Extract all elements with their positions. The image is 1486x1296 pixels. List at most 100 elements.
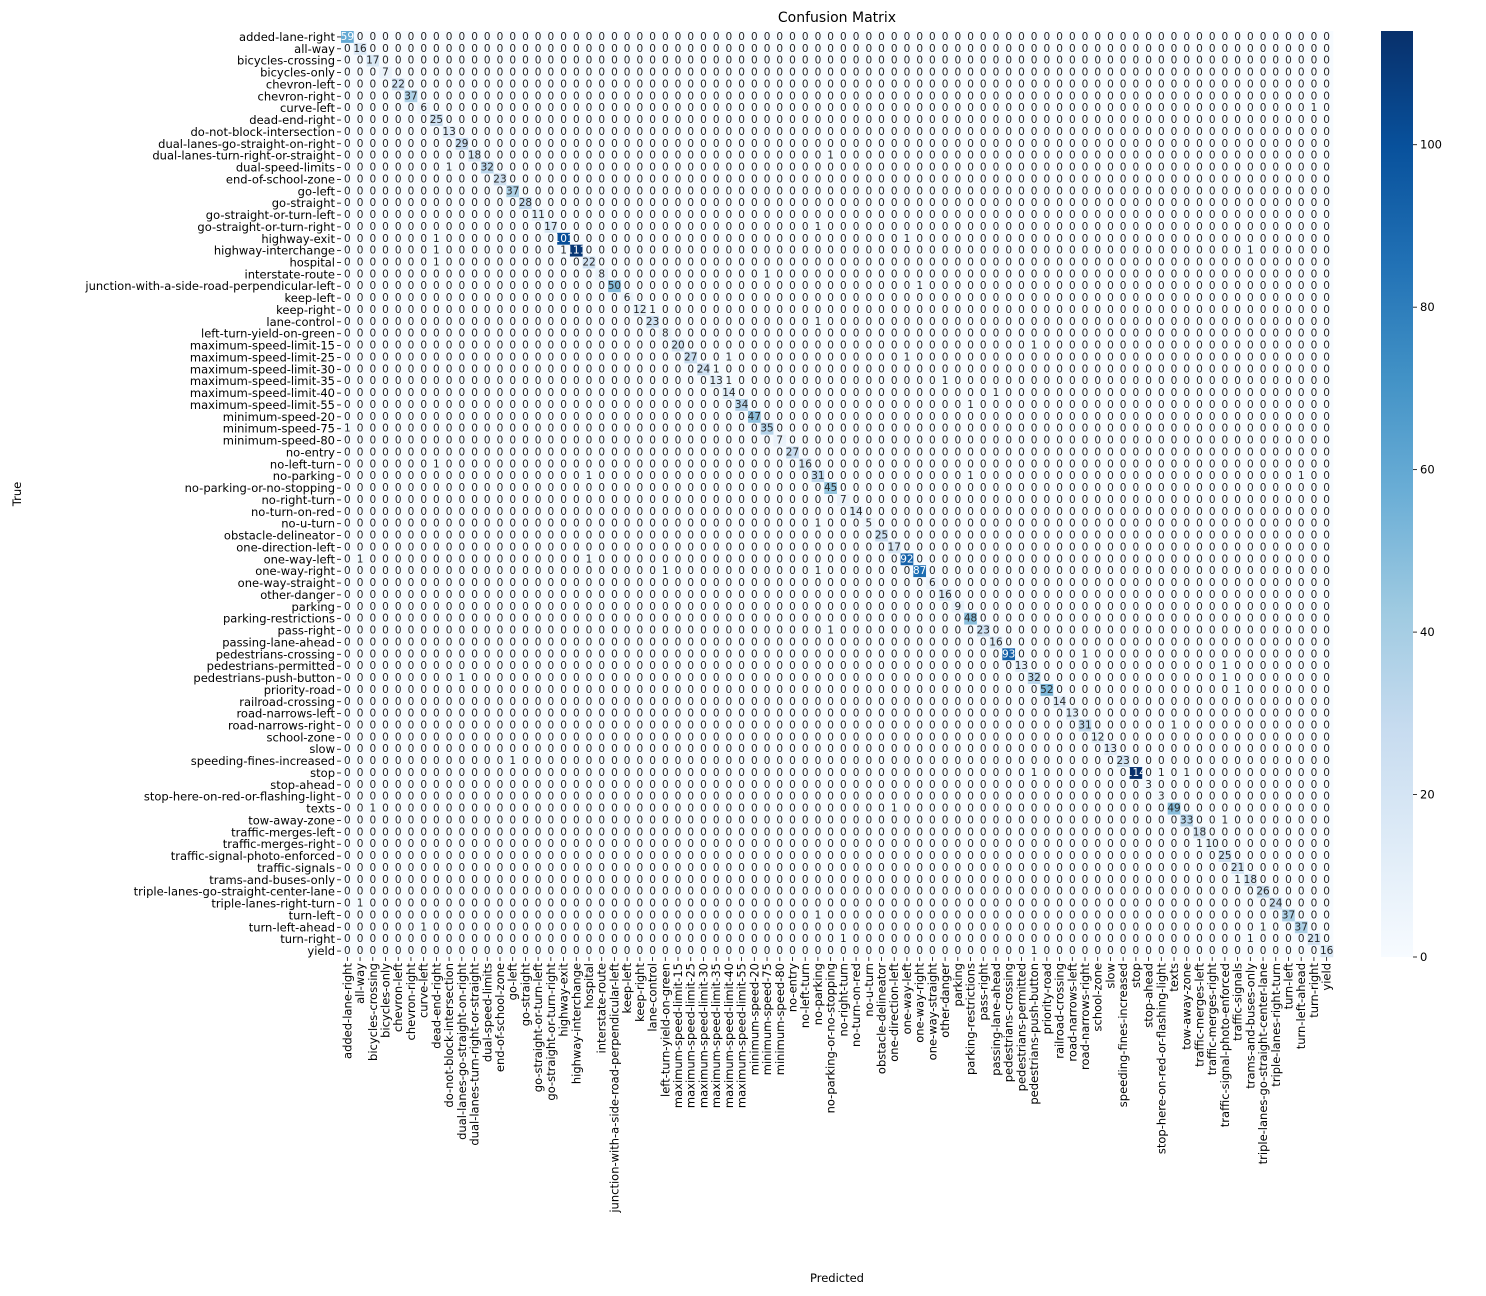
cell-label: 0 (662, 363, 669, 375)
cell-label: 0 (408, 31, 415, 43)
cell-label: 0 (611, 257, 618, 269)
cell-label: 0 (1272, 162, 1279, 174)
cell-label: 0 (929, 126, 936, 138)
cell-label: 0 (344, 363, 351, 375)
cell-label: 0 (471, 351, 478, 363)
cell-label: 0 (408, 78, 415, 90)
cell-label: 0 (1005, 185, 1012, 197)
cell-label: 0 (1044, 209, 1051, 221)
cell-label: 0 (611, 292, 618, 304)
cell-label: 0 (471, 31, 478, 43)
cell-label: 0 (484, 257, 491, 269)
cell-label: 0 (1209, 126, 1216, 138)
cell-label: 0 (726, 328, 733, 340)
cell-label: 0 (446, 138, 453, 150)
cell-label: 0 (1158, 375, 1165, 387)
cell-label: 0 (764, 114, 771, 126)
cell-label: 0 (954, 197, 961, 209)
cell-label: 0 (1323, 351, 1330, 363)
cell-label: 0 (573, 268, 580, 280)
cell-label: 0 (1120, 280, 1127, 292)
cell-label: 0 (1234, 280, 1241, 292)
cell-label: 0 (535, 304, 542, 316)
cell-label: 0 (700, 102, 707, 114)
cell-label: 0 (458, 197, 465, 209)
cell-label: 0 (433, 387, 440, 399)
cell-label: 0 (738, 162, 745, 174)
cell-label: 0 (535, 351, 542, 363)
cell-label: 0 (904, 126, 911, 138)
cell-label: 0 (916, 316, 923, 328)
cell-label: 0 (1298, 31, 1305, 43)
cell-label: 0 (408, 387, 415, 399)
cell-label: 0 (1056, 197, 1063, 209)
cell-label: 0 (522, 375, 529, 387)
cell-label: 0 (954, 316, 961, 328)
cell-label: 0 (929, 233, 936, 245)
cell-label: 0 (446, 43, 453, 55)
cell-label: 0 (776, 268, 783, 280)
cell-label: 0 (942, 340, 949, 352)
cell-label: 0 (1209, 375, 1216, 387)
cell-label: 0 (446, 55, 453, 67)
cell-label: 0 (1082, 209, 1089, 221)
cell-label: 0 (840, 268, 847, 280)
cell-label: 0 (395, 114, 402, 126)
cell-label: 0 (878, 55, 885, 67)
cell-label: 0 (1183, 197, 1190, 209)
cell-label: 0 (1196, 292, 1203, 304)
cell-label: 0 (980, 340, 987, 352)
cell-label: 0 (675, 185, 682, 197)
cell-label: 0 (878, 138, 885, 150)
cell-label: 0 (1082, 375, 1089, 387)
cell-label: 0 (1222, 316, 1229, 328)
cell-label: 0 (395, 221, 402, 233)
cell-label: 0 (942, 399, 949, 411)
cell-label: 0 (446, 328, 453, 340)
cell-label: 0 (548, 399, 555, 411)
cell-label: 0 (369, 304, 376, 316)
cell-label: 0 (1082, 387, 1089, 399)
cell-label: 0 (382, 150, 389, 162)
cell-label: 0 (357, 221, 364, 233)
cell-label: 0 (1260, 340, 1267, 352)
cell-label: 0 (853, 185, 860, 197)
cell-label: 0 (840, 363, 847, 375)
cell-label: 0 (802, 173, 809, 185)
cell-label: 0 (548, 340, 555, 352)
cell-label: 0 (904, 245, 911, 257)
cell-label: 0 (993, 197, 1000, 209)
cell-label: 0 (611, 162, 618, 174)
cell-label: 0 (548, 209, 555, 221)
cell-label: 0 (726, 67, 733, 79)
cell-label: 0 (1158, 351, 1165, 363)
cell-label: 0 (789, 245, 796, 257)
cell-label: 0 (344, 173, 351, 185)
cell-label: 0 (408, 126, 415, 138)
cell-label: 0 (382, 399, 389, 411)
cell-label: 0 (560, 185, 567, 197)
cell-label: 0 (1094, 351, 1101, 363)
cell-label: 0 (1209, 185, 1216, 197)
cell-label: 0 (1285, 280, 1292, 292)
cell-label: 0 (967, 245, 974, 257)
cell-label: 0 (1133, 31, 1140, 43)
cell-label: 0 (1133, 221, 1140, 233)
cell-label: 0 (395, 150, 402, 162)
cell-label: 0 (1311, 67, 1318, 79)
cell-label: 0 (1234, 150, 1241, 162)
cell-label: 0 (1323, 138, 1330, 150)
cell-label: 0 (1082, 304, 1089, 316)
cell-label: 0 (1158, 316, 1165, 328)
cell-label: 0 (980, 114, 987, 126)
cell-label: 0 (624, 43, 631, 55)
cell-label: 0 (764, 387, 771, 399)
cell-label: 0 (1018, 221, 1025, 233)
cell-label: 0 (1094, 257, 1101, 269)
cell-label: 0 (1209, 197, 1216, 209)
cell-label: 0 (1158, 67, 1165, 79)
cell-label: 0 (598, 90, 605, 102)
cell-label: 0 (1260, 209, 1267, 221)
cell-label: 0 (1094, 268, 1101, 280)
cell-label: 0 (738, 363, 745, 375)
